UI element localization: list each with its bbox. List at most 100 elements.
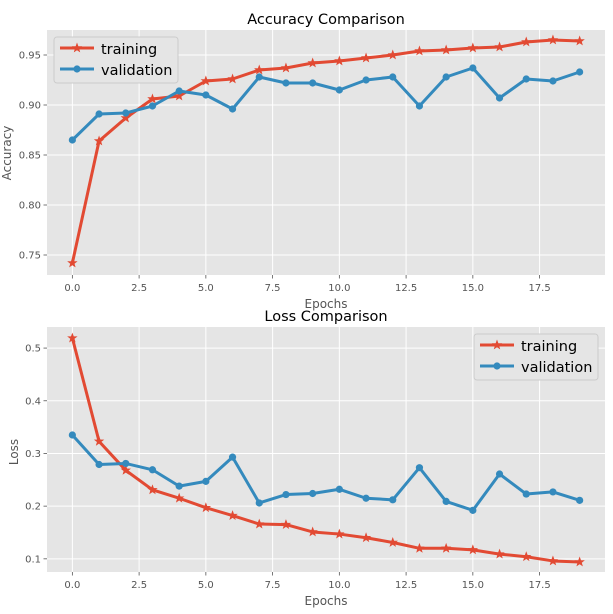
accuracy-validation-point — [122, 109, 130, 117]
loss-x-axis-label: Epochs — [305, 594, 348, 608]
accuracy-training-point — [67, 257, 78, 268]
accuracy-training-point — [147, 93, 158, 104]
loss-chart: Loss Comparison 0.0 2.5 5.0 7.5 10.0 12.5 15.0… — [7, 309, 605, 608]
accuracy-training-point — [254, 64, 265, 75]
accuracy-training-point — [360, 52, 372, 63]
accuracy-training-point — [200, 75, 212, 86]
accuracy-training-point — [547, 34, 559, 45]
loss-validation-point — [576, 496, 584, 504]
accuracy-training-point — [387, 49, 398, 60]
accuracy-validation-point — [362, 76, 370, 84]
accuracy-validation-point — [495, 94, 504, 102]
loss-validation-point — [495, 470, 504, 478]
accuracy-validation-point — [549, 77, 557, 85]
loss-training-point — [254, 518, 265, 529]
loss-legend-validation-marker — [493, 362, 501, 370]
loss-training-point — [120, 464, 131, 475]
accuracy-y-axis-label: Accuracy — [0, 126, 14, 181]
accuracy-validation-point — [469, 64, 477, 72]
loss-training-line — [70, 337, 580, 564]
loss-y-tick-label: 0.3 — [25, 449, 41, 460]
loss-training-point — [414, 542, 425, 553]
loss-training-point — [440, 542, 452, 553]
accuracy-x-tick-label: 12.5 — [395, 283, 417, 294]
accuracy-validation-point — [335, 86, 343, 94]
accuracy-validation-point — [202, 91, 210, 99]
accuracy-x-tick-label: 7.5 — [265, 283, 281, 294]
loss-gridlines — [47, 327, 605, 572]
accuracy-validation-point — [389, 73, 397, 81]
accuracy-legend-validation-label: validation — [101, 63, 172, 79]
loss-training-point — [227, 510, 238, 521]
loss-x-tick-label: 17.5 — [528, 580, 550, 591]
loss-validation-point — [362, 494, 370, 502]
loss-training-point — [360, 532, 372, 543]
accuracy-validation-point — [282, 79, 290, 87]
loss-x-tick-label: 7.5 — [265, 580, 281, 591]
loss-training-point — [387, 537, 398, 547]
accuracy-validation-point — [309, 79, 317, 87]
accuracy-x-axis-label: Epochs — [305, 297, 348, 311]
accuracy-validation-line — [71, 66, 581, 142]
loss-training-point — [173, 492, 185, 503]
accuracy-x-tick-label: 10.0 — [328, 283, 350, 294]
loss-validation-point — [148, 466, 157, 474]
loss-x-tick-label: 15.0 — [462, 580, 484, 591]
loss-x-ticks: 0.0 2.5 5.0 7.5 10.0 12.5 15.0 17.5 — [64, 572, 551, 591]
loss-training-point — [147, 484, 158, 495]
accuracy-y-tick-label: 0.95 — [19, 51, 41, 62]
accuracy-training-point — [440, 44, 452, 55]
loss-y-ticks: 0.1 0.2 0.3 0.4 0.5 — [25, 344, 47, 565]
loss-validation-point — [95, 460, 103, 469]
loss-validation-line — [71, 434, 581, 512]
accuracy-training-point — [93, 135, 105, 146]
loss-validation-point — [282, 490, 290, 499]
accuracy-training-point — [227, 73, 238, 84]
accuracy-training-point — [521, 36, 532, 47]
loss-x-tick-label: 10.0 — [328, 580, 350, 591]
accuracy-chart: Accuracy Comparison 0.0 2.5 5.0 7.5 10.0 12.5… — [0, 12, 605, 311]
accuracy-x-tick-label: 15.0 — [462, 283, 484, 294]
loss-x-tick-label: 0.0 — [64, 580, 80, 591]
loss-y-tick-label: 0.1 — [25, 554, 41, 565]
loss-validation-point — [255, 499, 263, 507]
accuracy-validation-point — [255, 73, 263, 81]
accuracy-training-point — [494, 41, 505, 52]
loss-training-point — [574, 556, 585, 567]
accuracy-legend-training-label: training — [101, 42, 157, 58]
accuracy-validation-point — [522, 75, 530, 83]
loss-legend-training-marker — [491, 339, 503, 350]
loss-training-point — [93, 435, 105, 446]
loss-training-point — [467, 544, 479, 555]
accuracy-validation-point — [415, 102, 424, 110]
loss-validation-point — [228, 453, 237, 461]
accuracy-validation-point — [228, 105, 237, 113]
loss-training-point — [494, 548, 505, 559]
loss-y-axis-label: Loss — [7, 439, 21, 465]
loss-y-tick-label: 0.4 — [25, 396, 41, 407]
accuracy-legend-training-marker — [71, 42, 83, 53]
accuracy-y-ticks: 0.75 0.80 0.85 0.90 0.95 — [19, 51, 47, 262]
loss-training-point — [280, 519, 292, 530]
accuracy-training-point — [574, 35, 585, 46]
loss-training-point — [67, 332, 78, 343]
accuracy-validation-point — [442, 73, 450, 81]
accuracy-chart-title: Accuracy Comparison — [247, 12, 405, 28]
loss-validation-point — [469, 506, 477, 514]
loss-y-tick-label: 0.5 — [25, 344, 41, 355]
loss-validation-point — [389, 496, 397, 504]
loss-x-tick-label: 12.5 — [395, 580, 417, 591]
loss-validation-point — [175, 482, 183, 490]
loss-series — [67, 332, 585, 567]
loss-x-tick-label: 2.5 — [131, 580, 147, 591]
loss-training-point — [334, 528, 345, 539]
loss-training-point — [521, 551, 532, 562]
accuracy-x-tick-label: 17.5 — [528, 283, 550, 294]
loss-chart-title: Loss Comparison — [264, 309, 387, 325]
accuracy-x-tick-label: 2.5 — [131, 283, 147, 294]
loss-validation-point — [522, 490, 530, 498]
loss-legend-validation-label: validation — [521, 360, 592, 376]
accuracy-series — [67, 34, 585, 268]
accuracy-training-point — [467, 42, 479, 53]
